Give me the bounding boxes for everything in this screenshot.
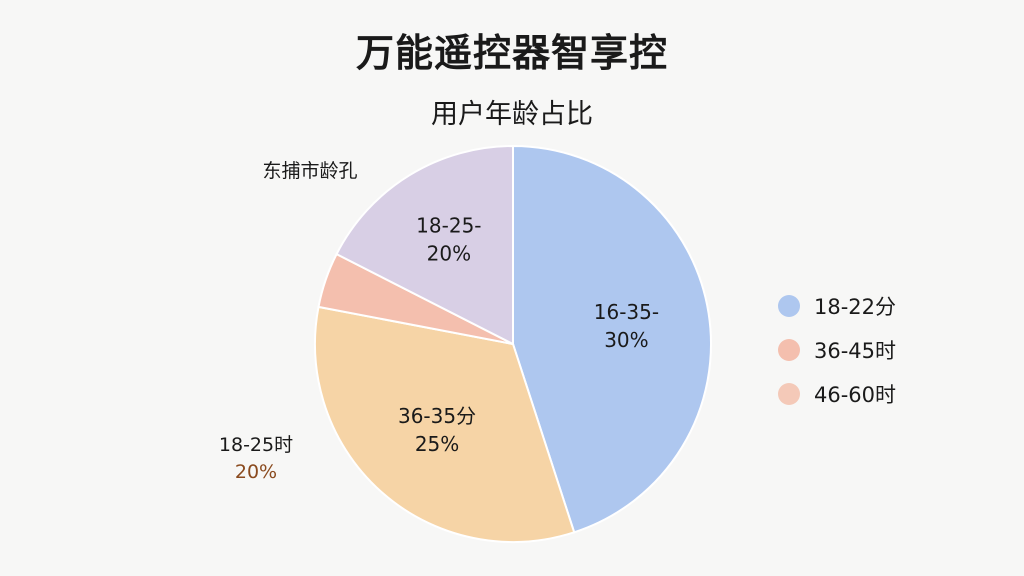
outside-label-bottom-line-1: 18-25时 — [218, 434, 294, 456]
slice-label-line: 25% — [415, 432, 459, 456]
pie-slice — [512, 144, 712, 534]
legend: 18-22分 36-45时 46-60时 — [778, 284, 896, 416]
slice-label-line: 20% — [427, 241, 471, 265]
slice-label-line: 18-25- — [416, 213, 481, 237]
pie-slice — [335, 144, 514, 346]
slice-label: 36-35分 25% — [398, 404, 476, 456]
legend-item: 46-60时 — [778, 372, 896, 416]
slice-label-line: 30% — [604, 328, 648, 352]
outside-label-top: 东捕市龄孔 — [240, 158, 380, 185]
pie-slice — [314, 305, 576, 543]
legend-label: 46-60时 — [814, 383, 897, 407]
outside-label-bottom-line-2: 20% — [234, 461, 278, 483]
legend-label: 18-22分 — [814, 295, 897, 319]
legend-item: 18-22分 — [778, 284, 896, 328]
slice-label-line: 36-35分 — [398, 404, 476, 428]
slice-label: 18-25- 20% — [416, 213, 481, 265]
slice-label-line: 16-35- — [594, 300, 659, 324]
legend-swatch — [778, 295, 800, 317]
outside-label-bottom: 18-25时 20% — [196, 432, 316, 486]
outside-label-top-line: 东捕市龄孔 — [262, 160, 358, 182]
slice-label: 16-35- 30% — [594, 300, 659, 352]
legend-label: 36-45时 — [814, 339, 897, 363]
legend-swatch — [778, 339, 800, 361]
chart-subtitle: 用户年龄占比 — [431, 99, 593, 130]
chart-title: 万能遥控器智享控 — [355, 31, 668, 75]
legend-swatch — [778, 383, 800, 405]
legend-item: 36-45时 — [778, 328, 896, 372]
